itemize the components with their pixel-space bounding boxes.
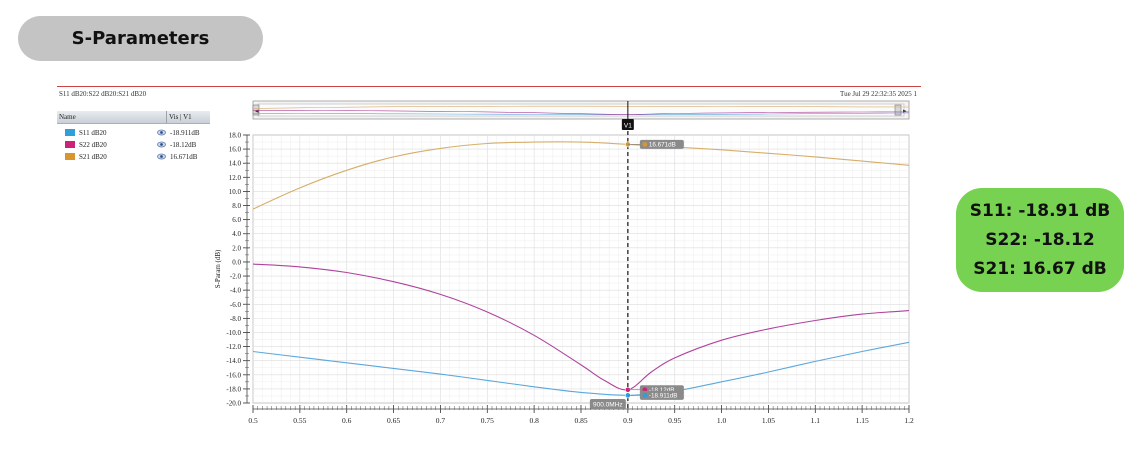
x-tick-label: 0.8 <box>529 416 539 425</box>
x-tick-label: 0.6 <box>342 416 352 425</box>
overview-trace-s11 <box>252 112 910 115</box>
y-tick-label: -14.0 <box>226 357 241 365</box>
y-tick-label: 18.0 <box>229 132 242 140</box>
y-tick-label: 10.0 <box>229 188 242 196</box>
viewer-trace-list: S11 dB20:S22 dB20:S21 dB20 <box>59 90 147 98</box>
x-tick-label: 0.55 <box>293 416 306 425</box>
legend-row-s21[interactable]: S21 dB20 16.671dB <box>57 151 210 163</box>
result-s11: S11: -18.91 dB <box>969 200 1111 221</box>
legend-swatch-s22 <box>65 141 75 148</box>
marker-readout-box-s21 <box>639 139 684 149</box>
y-tick-label: -4.0 <box>230 287 242 295</box>
y-tick-label: -20.0 <box>226 400 241 408</box>
overview-left-handle[interactable] <box>252 104 260 116</box>
results-summary-box: S11: -18.91 dB S22: -18.12 S21: 16.67 dB <box>956 188 1124 292</box>
legend-header-name: Name <box>59 113 76 121</box>
x-tick-label: 1.15 <box>856 416 869 425</box>
s-parameter-chart: ◂ ▸ 0.5 0.55 0.6 0.65 0.7 0.75 0.8 0.85 0.9 0.95 1… <box>214 100 914 425</box>
overview-right-handle[interactable] <box>894 104 902 116</box>
marker-label: V1 <box>624 123 632 130</box>
x-tick-label: 0.9 <box>623 416 633 425</box>
y-tick-label: 8.0 <box>232 202 241 210</box>
y-tick-label: 0.0 <box>232 258 241 266</box>
x-tick-label: 0.85 <box>574 416 587 425</box>
y-tick-label: 4.0 <box>232 230 241 238</box>
y-tick-label: 2.0 <box>232 244 241 252</box>
legend-value-s21: 16.671dB <box>170 153 198 161</box>
series-line-s21 <box>252 141 910 210</box>
y-tick-label: -18.0 <box>226 385 241 393</box>
y-tick-label: -10.0 <box>226 329 241 337</box>
waveform-viewer: S11 dB20:S22 dB20:S21 dB20 Tue Jul 29 22… <box>57 86 921 427</box>
marker-readout-dot-s11 <box>642 392 648 398</box>
series-line-s11 <box>252 341 910 396</box>
y-axis-label: S-Param (dB) <box>214 249 222 288</box>
legend-header-divider <box>166 111 167 123</box>
marker-readout-s11: -18.911dB <box>649 393 678 400</box>
y-tick-label: 12.0 <box>229 174 242 182</box>
y-tick-label: -16.0 <box>226 371 241 379</box>
section-title: S-Parameters <box>71 28 210 49</box>
result-s22: S22: -18.12 <box>985 229 1095 250</box>
marker-readout-s22: -18.12dB <box>649 387 675 394</box>
x-tick-label: 1.05 <box>762 416 775 425</box>
legend-row-s11[interactable]: S11 dB20 -18.911dB <box>57 127 210 139</box>
legend-swatch-s11 <box>65 129 75 136</box>
legend-name-s11: S11 dB20 <box>79 129 107 137</box>
overview-trace-s22 <box>252 110 910 115</box>
x-tick-label: 1.1 <box>811 416 821 425</box>
y-tick-label: 16.0 <box>229 146 242 154</box>
legend-name-s22: S22 dB20 <box>79 141 107 149</box>
eye-icon[interactable] <box>157 152 166 161</box>
y-tick-label: -12.0 <box>226 343 241 351</box>
legend-value-s11: -18.911dB <box>170 129 200 137</box>
x-tick-label: 0.7 <box>436 416 446 425</box>
scroll-left-arrow-icon[interactable]: ◂ <box>255 108 259 115</box>
legend-header-vis: Vis | V1 <box>169 113 192 121</box>
y-tick-label: 6.0 <box>232 216 241 224</box>
legend-header: Name Vis | V1 <box>57 111 210 124</box>
marker-readout-box-s11 <box>639 390 684 400</box>
marker-x-readout: 900.0MHz <box>593 402 623 409</box>
x-tick-label: 1.2 <box>904 416 914 425</box>
x-tick-label: 0.95 <box>668 416 681 425</box>
overview-scrollbar[interactable]: ◂ ▸ <box>252 100 910 120</box>
marker-readout-s21: 16.671dB <box>649 142 676 149</box>
marker-label-box <box>621 119 634 130</box>
legend-name-s21: S21 dB20 <box>79 153 107 161</box>
y-tick-label: -8.0 <box>230 315 242 323</box>
section-title-pill: S-Parameters <box>18 16 263 61</box>
y-tick-label: -6.0 <box>230 301 242 309</box>
marker-x-readout-box <box>589 399 626 409</box>
y-tick-label: -2.0 <box>230 273 242 281</box>
x-tick-label: 0.65 <box>387 416 400 425</box>
eye-icon[interactable] <box>157 128 166 137</box>
marker-readout-dot-s21 <box>642 141 648 147</box>
eye-icon[interactable] <box>157 140 166 149</box>
legend-panel: Name Vis | V1 S11 dB20 -18.911dB S22 dB2… <box>57 111 210 171</box>
x-tick-label: 0.75 <box>481 416 494 425</box>
legend-row-s22[interactable]: S22 dB20 -18.12dB <box>57 139 210 151</box>
scroll-right-arrow-icon[interactable]: ▸ <box>903 108 907 115</box>
overview-trace-s21 <box>252 105 910 109</box>
viewer-timestamp: Tue Jul 29 22:32:35 2025 1 <box>840 90 917 98</box>
x-tick-label: 0.5 <box>248 416 258 425</box>
legend-swatch-s21 <box>65 153 75 160</box>
series-line-s22 <box>252 263 910 391</box>
x-tick-label: 1.0 <box>717 416 727 425</box>
result-s21: S21: 16.67 dB <box>973 258 1107 279</box>
legend-value-s22: -18.12dB <box>170 141 197 149</box>
y-tick-label: 14.0 <box>229 160 242 168</box>
